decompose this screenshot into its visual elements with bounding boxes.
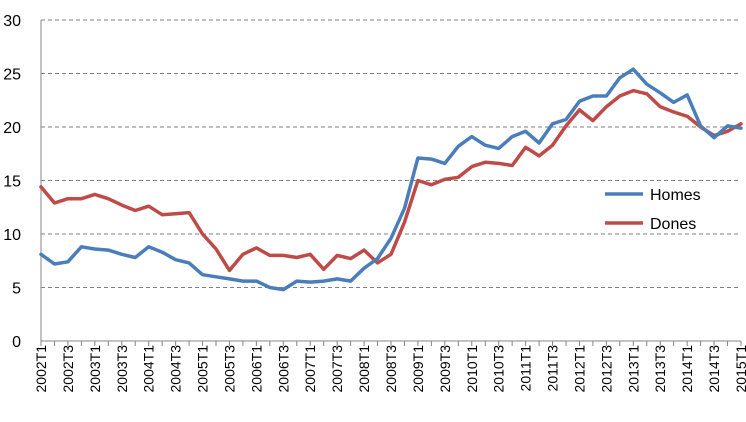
x-tick-label: 2006T3 xyxy=(275,345,291,393)
x-tick-label: 2011T1 xyxy=(518,345,534,392)
legend-label-dones: Dones xyxy=(650,216,696,233)
x-tick-label: 2004T3 xyxy=(168,345,184,393)
x-tick-label: 2009T3 xyxy=(437,345,453,393)
y-tick-label: 15 xyxy=(3,174,21,191)
x-tick-label: 2003T1 xyxy=(87,345,103,393)
x-tick-label: 2012T3 xyxy=(598,345,614,393)
x-tick-label: 2015T1 xyxy=(733,345,746,393)
x-tick-label: 2007T3 xyxy=(329,345,345,393)
x-tick-label: 2010T3 xyxy=(491,345,507,393)
x-tick-label: 2006T1 xyxy=(248,345,264,393)
x-axis: 2002T1 2002T3 2003T1 2003T3 2004T1 2004T3 2005… xyxy=(33,20,746,392)
x-tick-label: 2013T3 xyxy=(652,345,668,393)
y-axis-tick-labels: 0 5 10 15 20 25 30 xyxy=(3,13,21,351)
y-tick-label: 10 xyxy=(3,227,21,244)
y-tick-label: 30 xyxy=(3,13,21,30)
x-tick-label: 2012T1 xyxy=(571,345,587,393)
y-tick-label: 5 xyxy=(12,281,21,298)
series-lines xyxy=(39,67,743,292)
x-tick-label: 2005T3 xyxy=(221,345,237,393)
x-tick-label: 2011T3 xyxy=(545,345,561,392)
x-tick-label: 2014T3 xyxy=(706,345,722,393)
x-tick-label: 2007T1 xyxy=(302,345,318,393)
x-tick-label: 2008T3 xyxy=(383,345,399,393)
series-line-dones xyxy=(39,88,743,273)
legend-label-homes: Homes xyxy=(650,187,701,204)
series-line-homes xyxy=(39,67,743,292)
y-tick-label: 25 xyxy=(3,67,21,84)
x-tick-label: 2003T3 xyxy=(114,345,130,393)
x-tick-label: 2013T1 xyxy=(625,345,641,393)
x-tick-label: 2014T1 xyxy=(679,345,695,393)
x-tick-label: 2005T1 xyxy=(195,345,211,393)
x-tick-label: 2010T1 xyxy=(464,345,480,393)
x-tick-label: 2009T1 xyxy=(410,345,426,393)
y-tick-label: 20 xyxy=(3,120,21,137)
x-tick-label: 2002T3 xyxy=(60,345,76,393)
y-tick-label: 0 xyxy=(12,334,21,351)
x-tick-label: 2004T1 xyxy=(141,345,157,393)
legend: Homes Dones xyxy=(605,187,701,233)
x-tick-label: 2002T1 xyxy=(33,345,49,393)
x-tick-label: 2008T1 xyxy=(356,345,372,393)
